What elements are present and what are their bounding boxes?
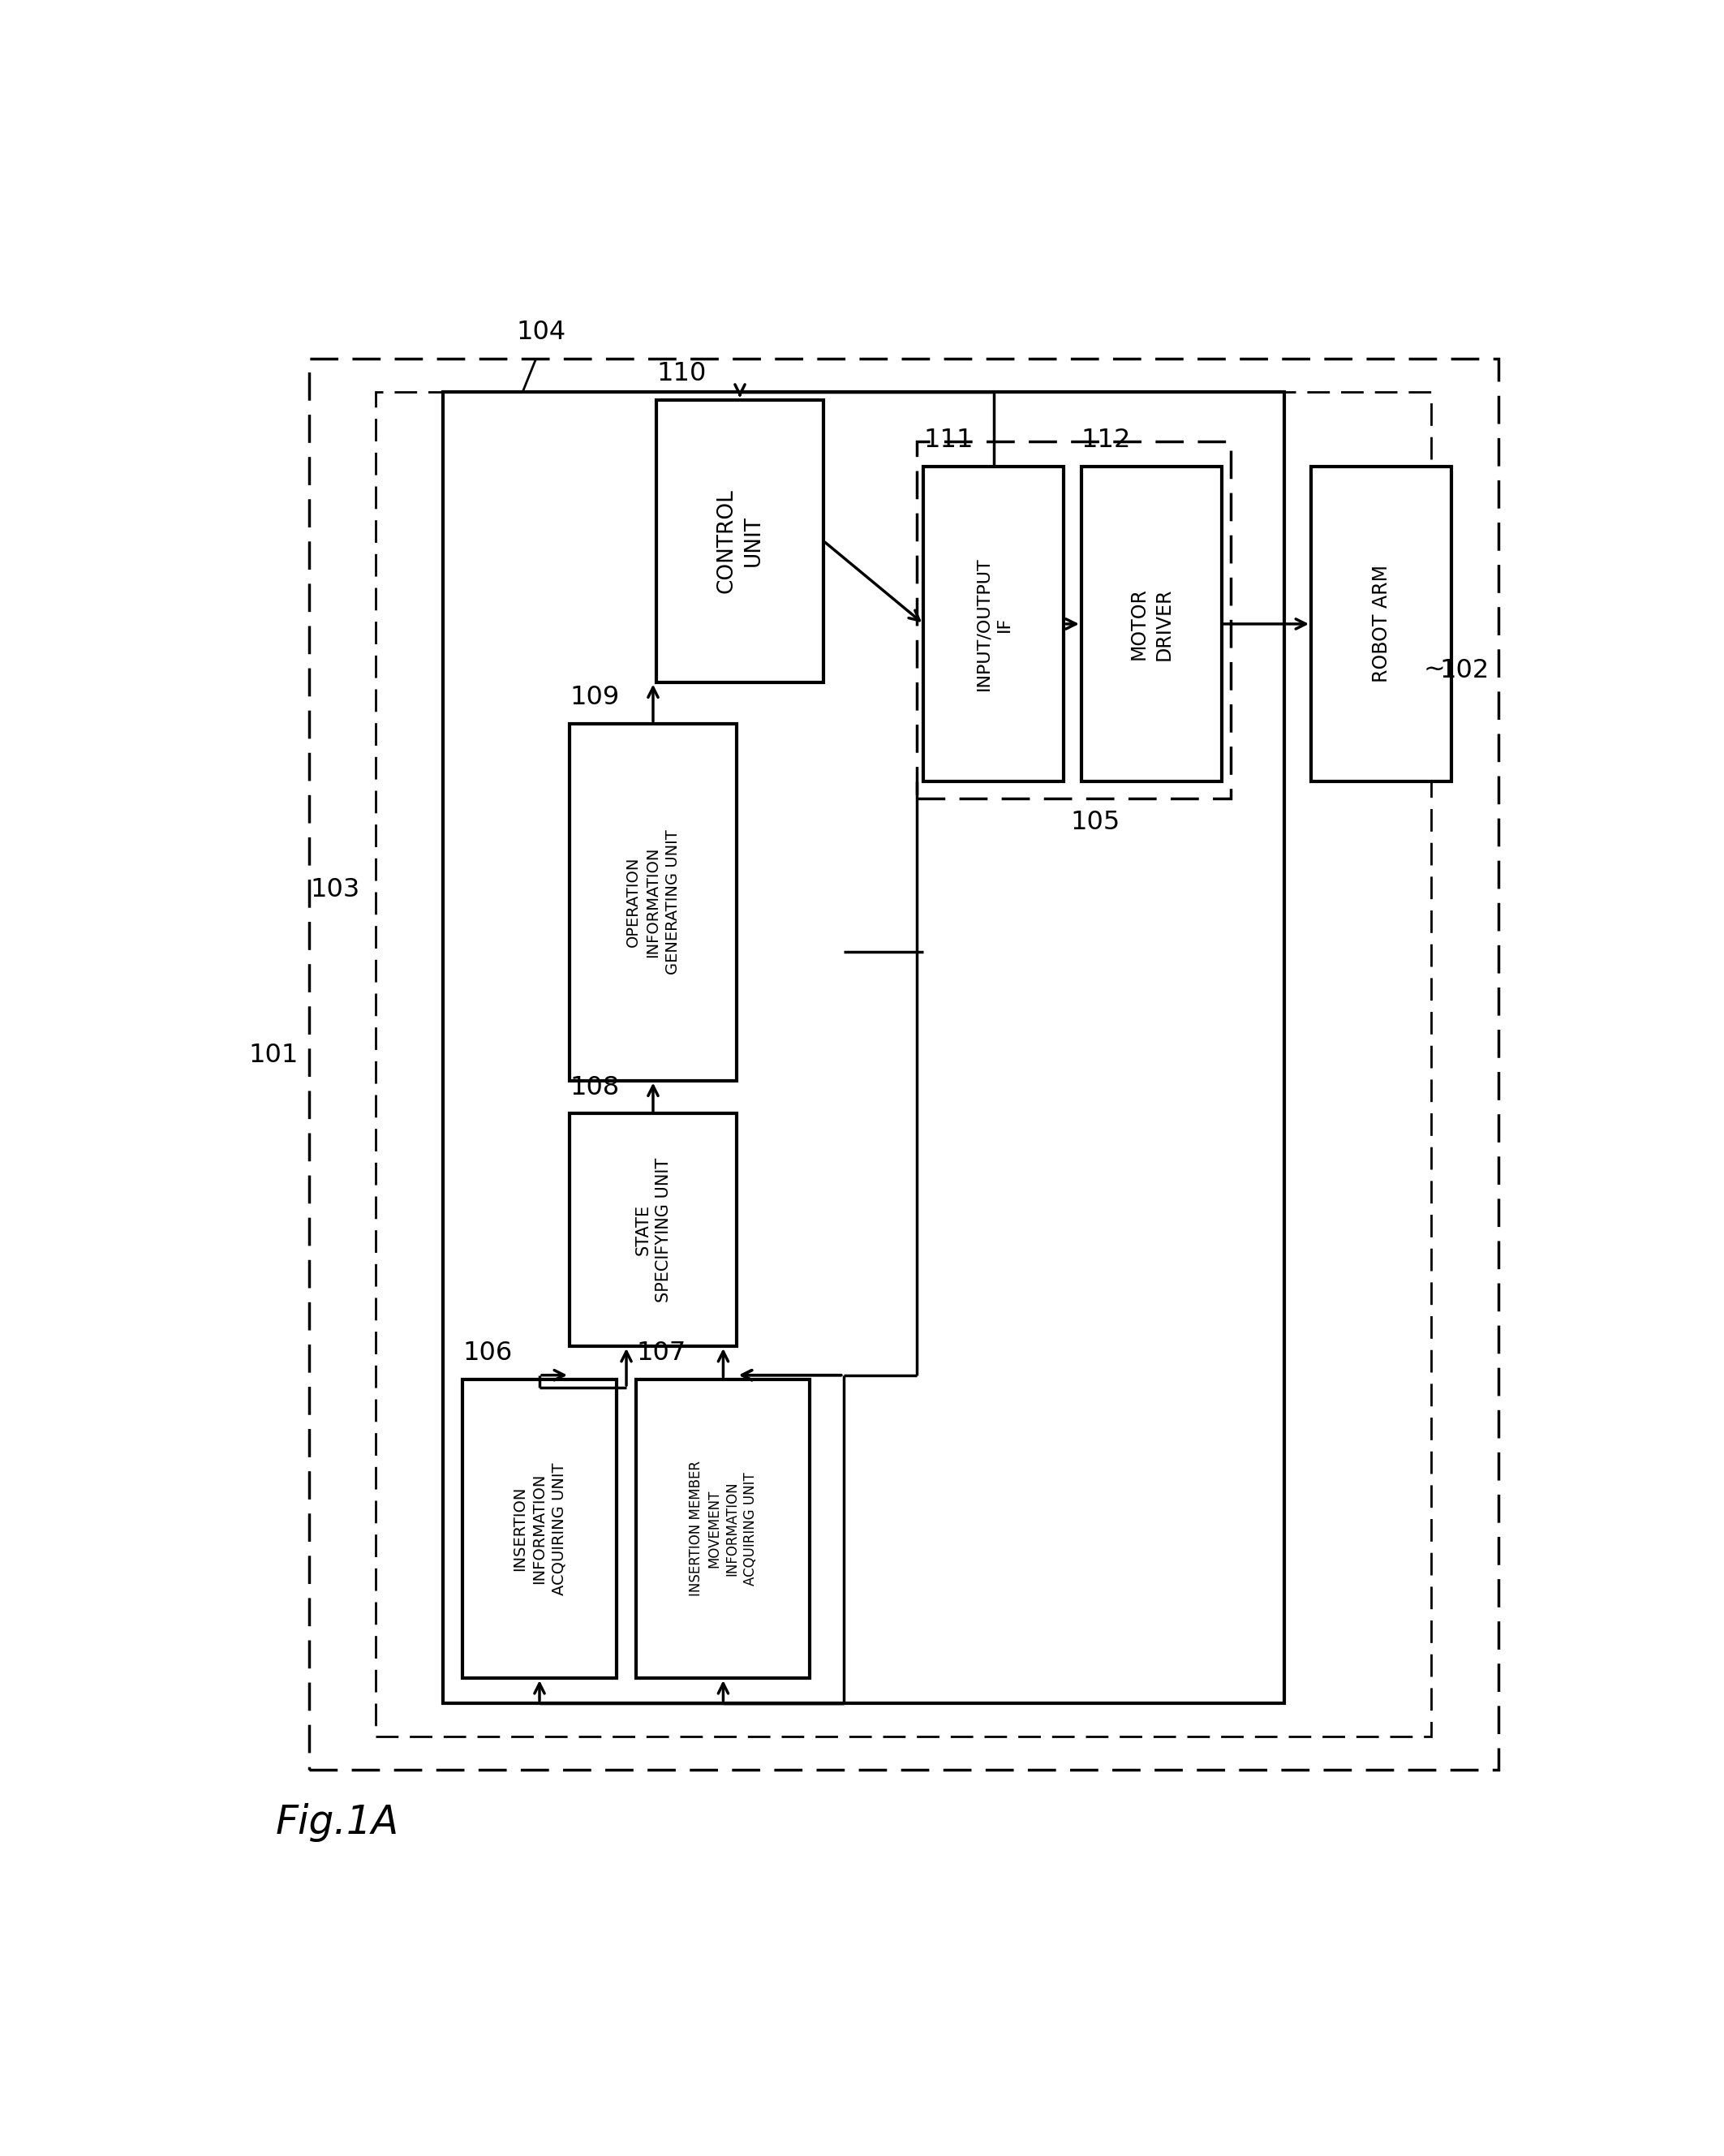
Text: INSERTION
INFORMATION
ACQUIRING UNIT: INSERTION INFORMATION ACQUIRING UNIT — [512, 1462, 567, 1595]
Text: 108: 108 — [569, 1076, 619, 1100]
Bar — [569, 724, 736, 1080]
Bar — [924, 466, 1064, 783]
Text: ROBOT ARM: ROBOT ARM — [1372, 565, 1391, 683]
Text: CONTROL
UNIT: CONTROL UNIT — [715, 489, 764, 593]
Bar — [1081, 466, 1222, 783]
Text: 111: 111 — [924, 427, 974, 453]
Text: 103: 103 — [310, 877, 360, 901]
Text: 110: 110 — [657, 362, 707, 386]
Bar — [462, 1380, 617, 1677]
Bar — [657, 399, 824, 681]
Text: STATE
SPECIFYING UNIT: STATE SPECIFYING UNIT — [634, 1158, 672, 1302]
Text: INPUT/OUTPUT
IF: INPUT/OUTPUT IF — [976, 556, 1012, 690]
Text: 105: 105 — [1071, 811, 1121, 834]
Bar — [309, 358, 1498, 1770]
Bar — [443, 392, 1284, 1703]
Bar — [1312, 466, 1452, 783]
Text: 101: 101 — [248, 1044, 298, 1067]
Text: MOTOR
DRIVER: MOTOR DRIVER — [1129, 589, 1174, 660]
Text: ~: ~ — [1424, 658, 1445, 683]
Text: 106: 106 — [462, 1341, 512, 1367]
Text: OPERATION
INFORMATION
GENERATING UNIT: OPERATION INFORMATION GENERATING UNIT — [626, 830, 681, 975]
Text: 112: 112 — [1081, 427, 1131, 453]
Text: Fig.1A: Fig.1A — [276, 1802, 398, 1841]
Bar — [376, 392, 1431, 1736]
Text: 107: 107 — [636, 1341, 686, 1367]
Text: 102: 102 — [1440, 658, 1490, 683]
Text: INSERTION MEMBER
MOVEMENT
INFORMATION
ACQUIRING UNIT: INSERTION MEMBER MOVEMENT INFORMATION AC… — [690, 1462, 757, 1595]
Text: 109: 109 — [569, 686, 619, 709]
Text: 104: 104 — [515, 319, 565, 345]
Bar — [636, 1380, 810, 1677]
Bar — [917, 442, 1231, 798]
Bar — [569, 1115, 736, 1345]
